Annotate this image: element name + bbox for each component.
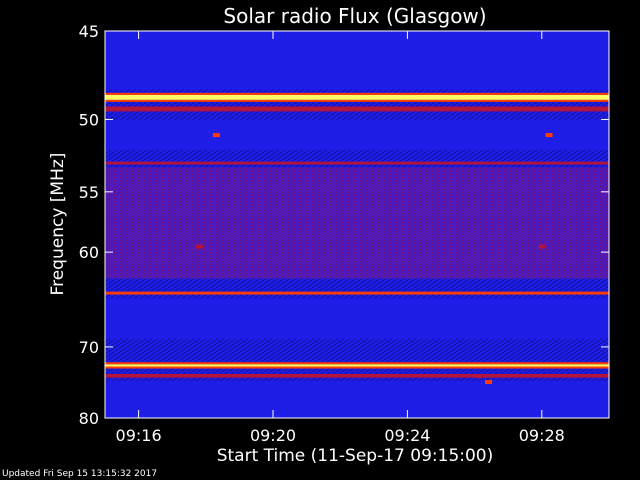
- y-tick-label: 70: [79, 338, 99, 357]
- x-tick-label: 09:24: [384, 426, 430, 445]
- frequency-band: [105, 373, 609, 378]
- frequency-bands: [105, 31, 609, 418]
- plot-frame: [104, 30, 610, 419]
- frequency-band: [105, 298, 609, 339]
- y-tick-label: 80: [79, 409, 99, 428]
- y-tick-label: 60: [79, 243, 99, 262]
- x-tick-label: 09:16: [116, 426, 162, 445]
- x-tick-label: 09:28: [519, 426, 565, 445]
- frequency-band: [105, 106, 609, 112]
- y-tick-label: 55: [79, 183, 99, 202]
- band-glow: [105, 92, 609, 95]
- band-glow: [105, 366, 609, 369]
- frequency-band: [105, 381, 609, 418]
- y-axis: 45 50 55 60 70 80: [79, 22, 609, 428]
- burst-spot: [538, 244, 546, 249]
- burst-spot: [485, 379, 493, 384]
- band-texture: [105, 167, 609, 279]
- burst-spot: [545, 133, 553, 138]
- burst-spot: [196, 244, 204, 249]
- frequency-band: [105, 31, 609, 90]
- burst-spot: [474, 374, 482, 379]
- burst-spot: [212, 133, 220, 138]
- x-axis-label: Start Time (11-Sep-17 09:15:00): [217, 446, 494, 466]
- burst-spots: [196, 133, 553, 384]
- y-axis-label: Frequency [MHz]: [48, 153, 68, 296]
- x-axis: 09:16 09:20 09:24 09:28: [116, 31, 565, 445]
- frequency-band: [105, 364, 609, 367]
- band-glow: [105, 99, 609, 102]
- update-timestamp: Updated Fri Sep 15 13:15:32 2017: [2, 469, 158, 479]
- frequency-band: [105, 291, 609, 295]
- y-tick-label: 50: [79, 110, 99, 129]
- chart-title: Solar radio Flux (Glasgow): [223, 4, 486, 28]
- frequency-band: [105, 161, 609, 165]
- frequency-band: [105, 94, 609, 100]
- frequency-band: [105, 119, 609, 151]
- y-tick-label: 45: [79, 22, 99, 41]
- x-tick-label: 09:20: [250, 426, 296, 445]
- band-glow: [105, 362, 609, 365]
